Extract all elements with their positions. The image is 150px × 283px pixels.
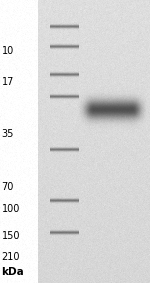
Text: 35: 35 [2,128,14,139]
Text: 100: 100 [2,204,20,214]
Text: kDa: kDa [2,267,24,277]
Text: 210: 210 [2,252,20,262]
Text: 10: 10 [2,46,14,56]
Text: 150: 150 [2,231,20,241]
Text: 17: 17 [2,77,14,87]
Text: 70: 70 [2,182,14,192]
